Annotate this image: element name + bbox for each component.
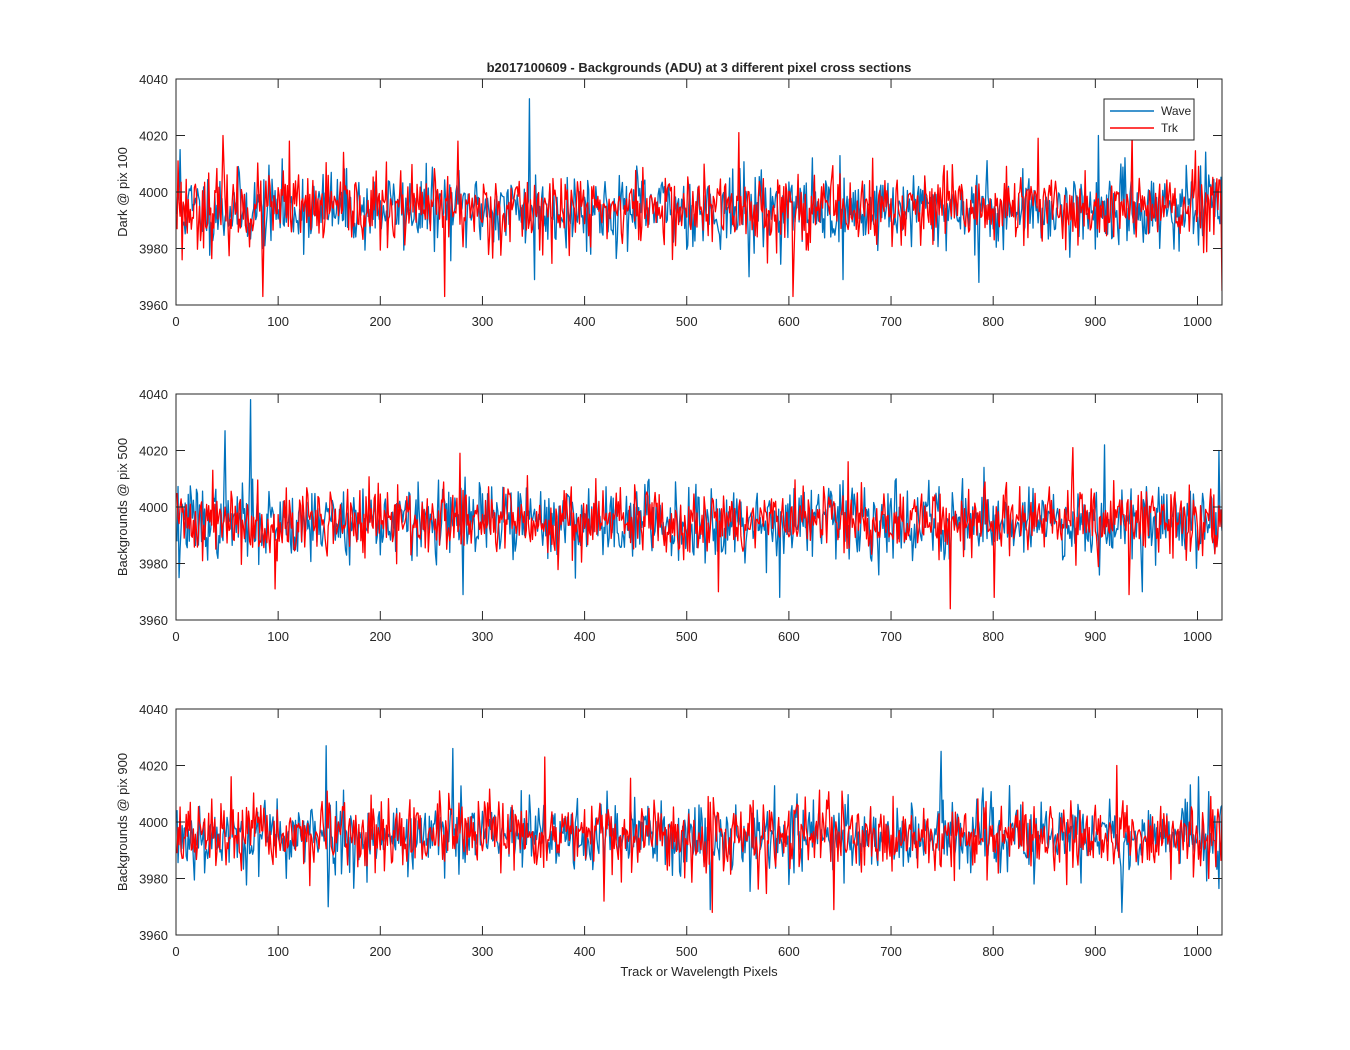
x-tick-label: 700 (880, 629, 902, 644)
x-tick-label: 1000 (1183, 314, 1212, 329)
x-tick-label: 100 (267, 314, 289, 329)
x-tick-label: 0 (172, 629, 179, 644)
subplot-3: 0 100 200 300 400 500 600 700 800 900 1000 3960 3980… (115, 702, 1223, 959)
y-tick-label: 4040 (139, 72, 168, 87)
series-line-trk (176, 132, 1222, 298)
x-tick-label: 900 (1084, 629, 1106, 644)
subplot-2: 0 100 200 300 400 500 600 700 800 900 1000 3960 3980… (115, 387, 1223, 644)
series-line-trk (176, 447, 1222, 610)
x-tick-label: 800 (982, 629, 1004, 644)
x-tick-label: 400 (574, 944, 596, 959)
x-tick-label: 600 (778, 944, 800, 959)
x-tick-label: 1000 (1183, 944, 1212, 959)
y-tick-label: 3980 (139, 872, 168, 887)
y-tick-label: 3980 (139, 242, 168, 257)
y-tick-label: 4020 (139, 129, 168, 144)
y-tick-label: 3960 (139, 928, 168, 943)
subplots: 0 100 200 300 400 500 600 700 800 900 100039603980… (115, 72, 1223, 959)
legend-label-trk: Trk (1161, 121, 1179, 135)
x-tick-label: 300 (472, 314, 494, 329)
x-tick-label: 300 (472, 629, 494, 644)
x-tick-label: 800 (982, 314, 1004, 329)
x-tick-label: 400 (574, 314, 596, 329)
x-axis-label: Track or Wavelength Pixels (620, 964, 778, 979)
legend-box (1103, 98, 1195, 141)
y-axis-label: Dark @ pix 100 (115, 147, 130, 237)
x-tick-label: 800 (982, 944, 1004, 959)
x-tick-label: 700 (880, 314, 902, 329)
legend: Wave Trk (1103, 98, 1195, 141)
y-tick-label: 4000 (139, 500, 168, 515)
x-tick-label: 900 (1084, 944, 1106, 959)
x-tick-label: 0 (172, 944, 179, 959)
y-tick-label: 3980 (139, 557, 168, 572)
x-tick-label: 500 (676, 944, 698, 959)
y-axis-label: Backgrounds @ pix 500 (115, 438, 130, 576)
y-tick-label: 4020 (139, 759, 168, 774)
x-tick-label: 600 (778, 314, 800, 329)
y-tick-label: 4040 (139, 387, 168, 402)
y-tick-label: 4020 (139, 444, 168, 459)
y-tick-label: 4000 (139, 815, 168, 830)
x-tick-label: 200 (369, 944, 391, 959)
y-tick-label: 3960 (139, 298, 168, 313)
x-tick-label: 500 (676, 314, 698, 329)
x-tick-label: 500 (676, 629, 698, 644)
x-tick-label: 100 (267, 629, 289, 644)
x-tick-label: 0 (172, 314, 179, 329)
x-tick-label: 900 (1084, 314, 1106, 329)
x-tick-label: 100 (267, 944, 289, 959)
x-tick-label: 600 (778, 629, 800, 644)
y-tick-label: 4040 (139, 702, 168, 717)
x-tick-label: 200 (369, 629, 391, 644)
subplot-1: 0 100 200 300 400 500 600 700 800 900 1000 3960 3980… (115, 72, 1223, 329)
x-tick-label: 700 (880, 944, 902, 959)
legend-label-wave: Wave (1161, 104, 1192, 118)
x-tick-label: 400 (574, 629, 596, 644)
y-tick-label: 3960 (139, 613, 168, 628)
series-line-wave (176, 399, 1222, 599)
y-tick-label: 4000 (139, 185, 168, 200)
x-tick-label: 300 (472, 944, 494, 959)
series-line-trk (176, 756, 1222, 914)
figure-title: b2017100609 - Backgrounds (ADU) at 3 dif… (487, 60, 912, 75)
x-tick-label: 200 (369, 314, 391, 329)
y-axis-label: Backgrounds @ pix 900 (115, 753, 130, 891)
x-tick-label: 1000 (1183, 629, 1212, 644)
